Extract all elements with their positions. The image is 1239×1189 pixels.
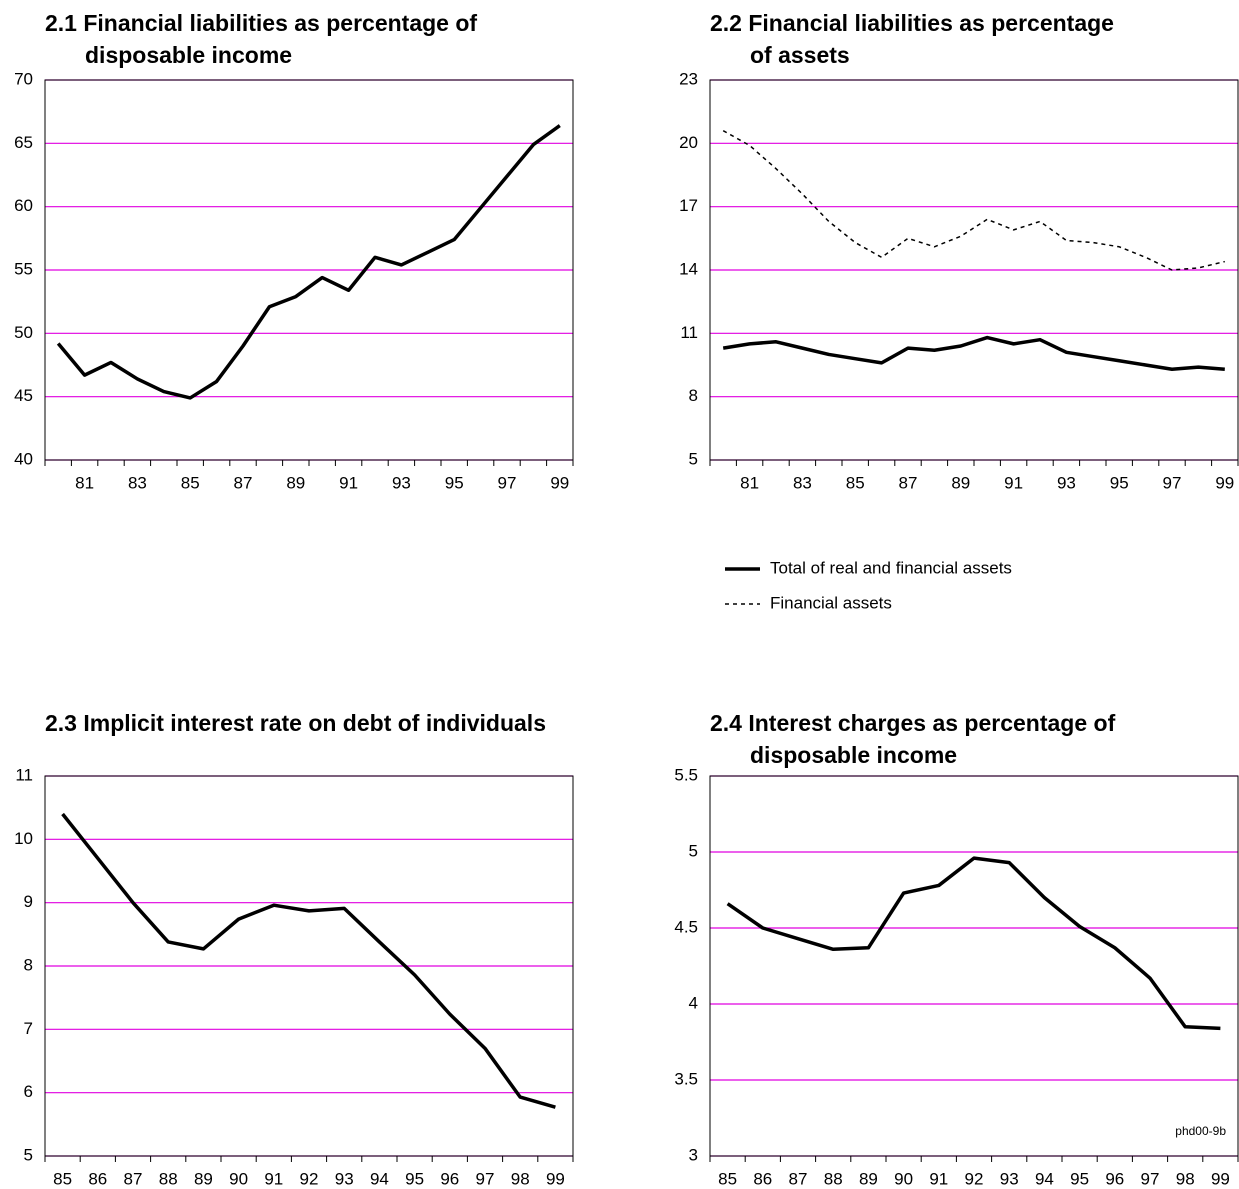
chart-title: 2.2 Financial liabilities as percentage [710,10,1114,36]
y-tick-label: 3.5 [674,1069,698,1088]
x-tick-label: 94 [370,1169,389,1188]
x-tick-label: 97 [1141,1169,1160,1188]
y-tick-label: 45 [14,386,33,405]
y-tick-label: 8 [24,955,33,974]
y-tick-label: 4 [689,993,698,1012]
x-tick-label: 85 [181,473,200,492]
x-tick-label: 90 [894,1169,913,1188]
data-line [56,124,561,400]
x-tick-label: 93 [1000,1169,1019,1188]
x-tick-label: 99 [1215,473,1234,492]
x-tick-label: 99 [1211,1169,1230,1188]
x-tick-label: 85 [53,1169,72,1188]
x-tick-label: 89 [194,1169,213,1188]
y-tick-label: 8 [689,386,698,405]
x-tick-label: 93 [392,473,411,492]
y-tick-label: 10 [14,829,33,848]
x-tick-label: 91 [929,1169,948,1188]
y-tick-label: 11 [15,765,33,784]
x-tick-label: 89 [951,473,970,492]
legend-label: Financial assets [770,593,892,612]
data-line [722,335,1225,371]
y-tick-label: 9 [24,892,33,911]
x-tick-label: 81 [740,473,759,492]
x-tick-label: 97 [1163,473,1182,492]
x-tick-label: 87 [234,473,253,492]
plot-frame [44,775,574,1157]
plot-frame [709,775,1239,1157]
y-tick-label: 4.5 [674,917,698,936]
x-tick-label: 91 [339,473,358,492]
y-tick-label: 50 [14,323,33,342]
x-tick-label: 97 [498,473,517,492]
y-tick-label: 55 [14,259,33,278]
y-tick-label: 5 [24,1145,33,1164]
legend-label: Total of real and financial assets [770,558,1012,577]
x-tick-label: 99 [550,473,569,492]
x-tick-label: 83 [793,473,812,492]
chart-title: 2.3 Implicit interest rate on debt of in… [45,710,546,736]
x-tick-label: 85 [718,1169,737,1188]
chart-title: of assets [750,42,850,68]
x-tick-label: 87 [789,1169,808,1188]
y-tick-label: 5.5 [674,765,698,784]
chart-title: 2.4 Interest charges as percentage of [710,710,1116,736]
x-tick-label: 99 [546,1169,565,1188]
y-tick-label: 20 [679,133,698,152]
x-tick-label: 95 [1110,473,1129,492]
y-tick-label: 65 [14,133,33,152]
x-tick-label: 88 [824,1169,843,1188]
data-line [61,812,556,1109]
y-tick-label: 6 [24,1082,33,1101]
x-tick-label: 86 [753,1169,772,1188]
y-tick-label: 70 [14,69,33,88]
x-tick-label: 81 [75,473,94,492]
y-tick-label: 60 [14,196,33,215]
chart-title: disposable income [750,742,957,768]
x-tick-label: 95 [445,473,464,492]
chart-title: 2.1 Financial liabilities as percentage … [45,10,477,36]
x-tick-label: 93 [1057,473,1076,492]
x-tick-label: 90 [229,1169,248,1188]
x-tick-label: 95 [405,1169,424,1188]
y-tick-label: 17 [679,196,698,215]
y-tick-label: 7 [24,1019,33,1038]
x-tick-label: 86 [88,1169,107,1188]
x-tick-label: 94 [1035,1169,1054,1188]
x-tick-label: 88 [159,1169,178,1188]
annotation: phd00-9b [1175,1124,1226,1138]
x-tick-label: 95 [1070,1169,1089,1188]
y-tick-label: 5 [689,449,698,468]
chart-title: disposable income [85,42,292,68]
x-tick-label: 98 [1176,1169,1195,1188]
x-tick-label: 87 [899,473,918,492]
x-tick-label: 96 [440,1169,459,1188]
x-tick-label: 96 [1105,1169,1124,1188]
data-line [726,856,1221,1031]
x-tick-label: 85 [846,473,865,492]
y-tick-label: 14 [679,259,698,278]
data-line [722,130,1225,271]
y-tick-label: 23 [679,69,698,88]
x-tick-label: 89 [859,1169,878,1188]
x-tick-label: 92 [965,1169,984,1188]
x-tick-label: 92 [300,1169,319,1188]
x-tick-label: 93 [335,1169,354,1188]
x-tick-label: 83 [128,473,147,492]
y-tick-label: 3 [689,1145,698,1164]
x-tick-label: 87 [124,1169,143,1188]
x-tick-label: 97 [476,1169,495,1188]
x-tick-label: 91 [264,1169,283,1188]
y-tick-label: 11 [680,323,698,342]
y-tick-label: 40 [14,449,33,468]
x-tick-label: 89 [286,473,305,492]
x-tick-label: 98 [511,1169,530,1188]
x-tick-label: 91 [1004,473,1023,492]
y-tick-label: 5 [689,841,698,860]
